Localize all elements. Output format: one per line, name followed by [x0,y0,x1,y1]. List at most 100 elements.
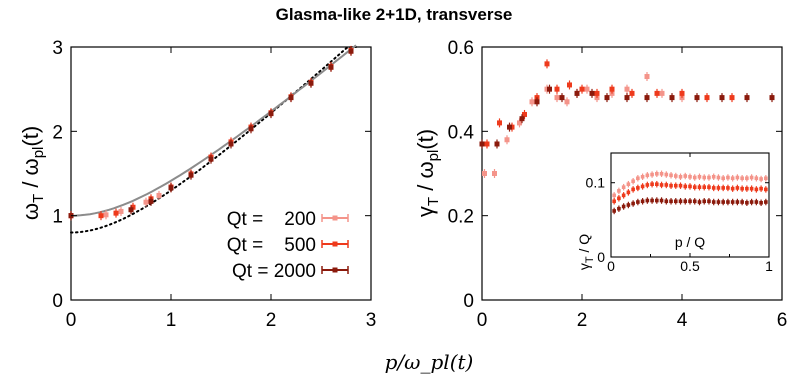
data-point-qt500 [697,185,702,189]
legend: Qt = 200 Qt = 500 Qt = 2000 [227,209,349,282]
legend-label: Qt = 500 [227,235,316,256]
data-point-qt500 [617,196,621,201]
data-point-qt2000 [612,209,616,213]
data-point-qt200 [678,174,683,179]
data-point-qt500 [609,86,615,92]
inset-xlabel: p / Q [675,234,705,250]
data-point-qt2000 [128,207,134,213]
data-point-qt2000 [740,200,744,204]
data-point-qt2000 [494,141,500,147]
data-point-qt2000 [716,200,721,204]
y-tick-label: 0.6 [448,38,474,59]
data-point-qt200 [730,176,735,181]
data-point-qt500 [673,183,678,188]
data-point-qt500 [626,190,631,195]
data-point-qt2000 [707,199,711,204]
data-point-qt200 [740,176,744,181]
data-point-qt200 [621,185,626,189]
data-point-qt500 [484,141,490,147]
inset-axis-ticks: 0 0.5 1 0 0.1 [586,153,773,274]
inset-background [608,152,771,260]
data-point-qt2000 [664,199,669,204]
data-point-qt500 [113,210,119,216]
data-point-qt2000 [694,95,700,101]
data-point-qt2000 [559,95,565,101]
data-point-qt2000 [744,95,750,101]
x-tick-label: 1 [166,310,177,331]
data-point-qt500 [645,183,650,187]
data-point-qt500 [522,111,527,117]
data-point-qt200 [529,99,535,105]
data-point-qt2000 [621,204,626,209]
y-tick-label: 0.1 [586,175,606,191]
data-point-qt200 [749,175,754,180]
data-point-qt500 [726,186,730,190]
data-point-qt200 [659,172,664,176]
data-point-qt2000 [148,198,154,204]
data-point-qt200 [617,189,621,193]
data-point-qt200 [650,172,654,177]
x-tick-label: 0 [477,310,488,331]
data-point-qt500 [567,82,572,88]
data-point-qt2000 [534,99,540,105]
data-point-qt500 [621,193,626,198]
data-point-qt500 [579,86,585,92]
data-point-qt500 [669,183,673,188]
y-tick-label: 0.4 [448,122,475,143]
data-point-qt500 [721,186,725,190]
data-point-qt200 [554,95,560,101]
data-point-qt2000 [754,200,759,204]
data-point-qt500 [636,186,640,190]
data-point-qt200 [745,176,749,181]
data-point-qt500 [497,120,502,126]
y-tick-label: 2 [52,122,63,143]
data-point-qt200 [584,86,590,92]
data-point-qt200 [759,177,763,181]
left-theory-curves [70,44,357,234]
data-point-qt200 [612,193,616,198]
data-point-qt2000 [745,200,749,205]
data-point-qt500 [702,185,707,189]
data-point-qt2000 [589,90,595,96]
solid-theory-curve [70,44,357,217]
data-point-qt500 [554,86,560,92]
data-point-qt200 [711,174,716,179]
right-data-points [479,59,775,178]
data-point-qt2000 [574,90,580,96]
data-point-qt2000 [604,95,610,101]
data-point-qt2000 [650,198,654,203]
dotted-theory-curve [70,46,357,234]
data-point-qt2000 [702,199,707,204]
data-point-qt200 [721,176,725,181]
data-point-qt200 [726,175,730,180]
data-point-qt2000 [692,199,697,204]
y-tick-label: 3 [52,38,63,59]
data-point-qt2000 [168,185,174,191]
data-point-qt200 [659,90,665,96]
data-point-qt2000 [507,124,512,130]
data-point-qt2000 [547,86,552,92]
chart-title: Glasma-like 2+1D, transverse [276,5,513,24]
x-tick-label: 4 [677,310,688,331]
x-tick-label: 0 [607,258,615,274]
data-point-qt500 [730,186,735,191]
data-point-qt2000 [640,199,645,204]
data-point-qt2000 [268,111,274,117]
data-point-qt2000 [769,95,775,101]
data-point-qt500 [754,187,759,192]
data-point-qt500 [629,90,635,96]
data-point-qt200 [754,176,759,181]
data-point-qt2000 [669,95,675,101]
x-tick-label: 0.5 [680,258,700,274]
data-point-qt500 [707,185,711,189]
legend-marker [332,267,338,273]
x-tick-label: 6 [777,310,788,331]
data-point-qt2000 [644,95,650,101]
data-point-qt500 [544,61,550,67]
data-point-qt2000 [348,48,354,54]
data-point-qt500 [130,204,136,210]
data-point-qt500 [659,183,664,187]
data-point-qt2000 [519,116,525,122]
data-point-qt2000 [730,200,735,204]
